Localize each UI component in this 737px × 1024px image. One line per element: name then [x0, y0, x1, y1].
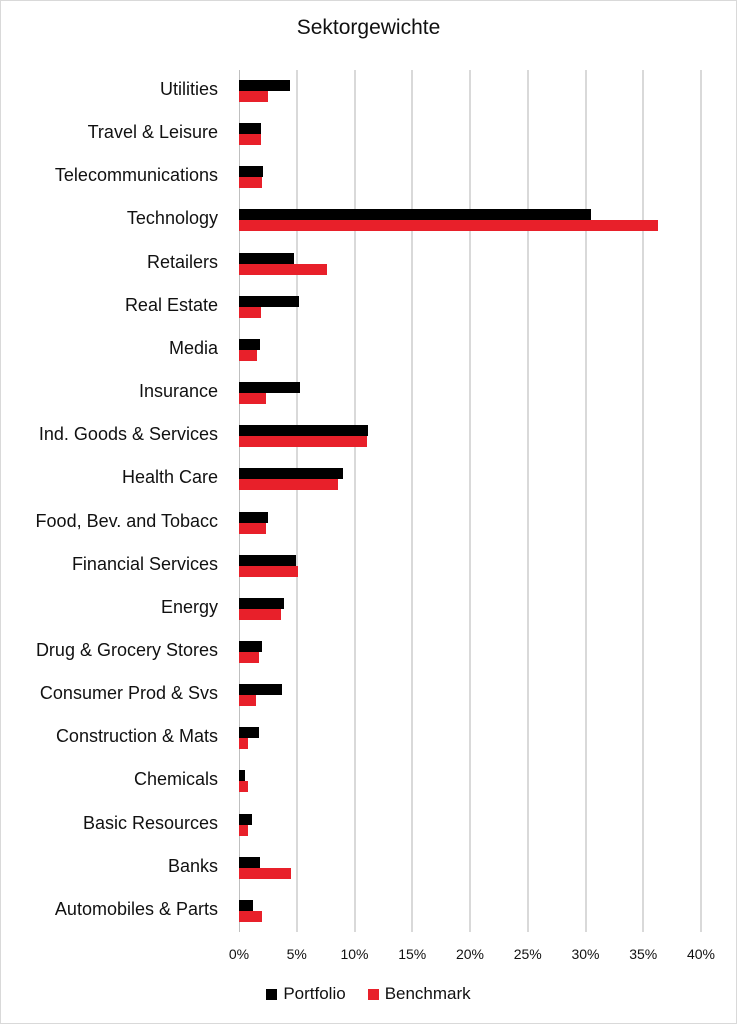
category-label: Media — [168, 337, 218, 358]
bar-portfolio — [239, 899, 253, 911]
legend-item-portfolio[interactable]: Portfolio — [266, 984, 346, 1004]
bar-portfolio — [239, 382, 301, 394]
legend-label-portfolio: Portfolio — [283, 984, 346, 1003]
bar-portfolio — [239, 554, 296, 566]
category-label: Telecommunications — [54, 165, 218, 186]
gridline — [469, 70, 471, 932]
portfolio-swatch-icon — [266, 988, 278, 1000]
x-axis-ticks: 0% 5% 10% 15% 20% 25% 30% 35% 40% — [0, 946, 737, 966]
bar-benchmark — [239, 393, 266, 405]
category-label: Ind. Goods & Services — [38, 424, 218, 445]
bar-portfolio — [239, 468, 343, 480]
bar-portfolio — [239, 640, 263, 652]
bar-benchmark — [239, 565, 298, 577]
bar-benchmark — [239, 349, 258, 361]
y-axis-line — [239, 70, 240, 932]
bar-portfolio — [239, 80, 290, 91]
x-tick-label: 40% — [686, 946, 716, 962]
bar-benchmark — [239, 867, 291, 879]
x-tick-label: 0% — [228, 946, 250, 962]
bar-portfolio — [239, 295, 300, 307]
bar-benchmark — [239, 522, 266, 534]
bar-portfolio — [239, 856, 260, 868]
category-label: Basic Resources — [82, 812, 218, 833]
gridline — [700, 70, 702, 932]
x-tick-label: 5% — [286, 946, 307, 962]
bar-benchmark — [239, 781, 248, 793]
bar-portfolio — [239, 727, 259, 739]
plot-area — [239, 70, 702, 932]
bar-benchmark — [239, 651, 259, 663]
gridline — [526, 70, 529, 932]
legend-item-benchmark[interactable]: Benchmark — [367, 984, 471, 1004]
category-label: Health Care — [121, 467, 218, 488]
legend-label-benchmark: Benchmark — [384, 984, 471, 1003]
category-label: Retailers — [146, 251, 218, 272]
category-label: Construction & Mats — [55, 726, 218, 747]
x-tick-label: 15% — [398, 946, 427, 962]
bar-benchmark — [239, 824, 249, 836]
category-label: Banks — [167, 855, 218, 876]
bar-benchmark — [239, 91, 268, 102]
x-tick-label: 30% — [571, 946, 600, 962]
bar-benchmark — [239, 134, 261, 146]
benchmark-swatch-icon — [367, 988, 379, 1000]
bar-portfolio — [239, 813, 252, 825]
gridline — [642, 70, 645, 932]
bar-benchmark — [239, 306, 261, 318]
bar-benchmark — [239, 436, 368, 448]
category-label: Travel & Leisure — [87, 122, 218, 143]
category-label: Energy — [160, 596, 218, 617]
bar-portfolio — [239, 770, 245, 782]
bar-portfolio — [239, 209, 592, 221]
x-tick-label: 25% — [513, 946, 542, 962]
bar-benchmark — [239, 910, 263, 922]
x-tick-label: 10% — [340, 946, 369, 962]
gridline — [295, 70, 298, 932]
bar-portfolio — [239, 166, 264, 178]
gridline — [411, 70, 414, 932]
bar-portfolio — [239, 338, 260, 350]
bar-portfolio — [239, 511, 268, 523]
category-label: Consumer Prod & Svs — [39, 683, 218, 704]
bar-benchmark — [239, 220, 659, 232]
category-label: Drug & Grocery Stores — [35, 639, 218, 660]
bar-benchmark — [239, 608, 281, 620]
category-label: Technology — [126, 208, 218, 229]
category-label: Chemicals — [133, 769, 218, 790]
bar-benchmark — [239, 738, 249, 750]
gridline — [584, 70, 587, 932]
category-label: Insurance — [138, 381, 218, 402]
bar-benchmark — [239, 479, 339, 491]
bar-portfolio — [239, 425, 369, 437]
category-label: Real Estate — [124, 294, 218, 315]
bar-portfolio — [239, 684, 282, 696]
bar-portfolio — [239, 597, 285, 609]
category-label: Automobiles & Parts — [54, 898, 218, 919]
gridline — [353, 70, 356, 932]
bar-portfolio — [239, 123, 261, 135]
x-tick-label: 35% — [629, 946, 658, 962]
category-label: Utilities — [159, 79, 218, 99]
chart-title: Sektorgewichte — [296, 16, 441, 39]
bar-benchmark — [239, 263, 327, 275]
bar-portfolio — [239, 252, 295, 264]
bar-benchmark — [239, 695, 257, 707]
category-label: Financial Services — [71, 553, 218, 574]
legend: Portfolio Benchmark — [0, 984, 737, 1004]
bar-benchmark — [239, 177, 263, 189]
category-label: Food, Bev. and Tobacc — [35, 510, 218, 531]
x-tick-label: 20% — [455, 946, 485, 962]
